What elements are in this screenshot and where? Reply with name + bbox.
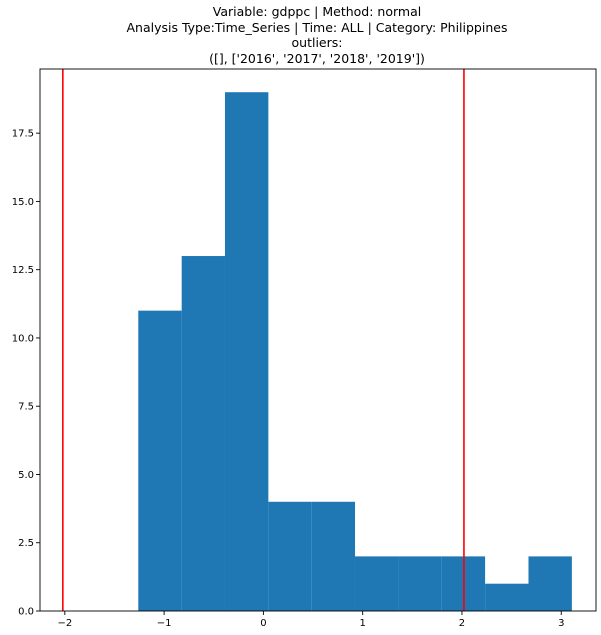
y-tick-label-2: 2.5 <box>18 538 34 549</box>
plot-frame <box>39 68 597 612</box>
histogram-bars <box>138 92 572 612</box>
y-tick-label-8: 17.5 <box>12 129 34 140</box>
histogram-bar-2 <box>181 256 225 611</box>
x-tick-label-1: −2 <box>57 618 72 629</box>
x-tick-label-2: −1 <box>157 618 172 629</box>
histogram-bar-5 <box>311 501 356 611</box>
chart-title: Variable: gdppc | Method: normal Analysi… <box>0 4 601 66</box>
title-line-2: Analysis Type:Time_Series | Time: ALL | … <box>126 19 508 35</box>
title-line-4: ([], ['2016', '2017', '2018', '2019']) <box>209 50 425 66</box>
histogram-bar-7 <box>398 556 442 611</box>
histogram-bar-9 <box>485 583 529 611</box>
y-tick-label-1: 0.0 <box>18 607 34 618</box>
y-tick-label-7: 15.0 <box>12 197 34 208</box>
histogram-bar-6 <box>355 556 399 611</box>
threshold-lines <box>62 69 465 611</box>
x-tick-label-4: 1 <box>359 618 365 629</box>
y-tick-label-4: 7.5 <box>18 402 34 413</box>
x-tick-label-6: 3 <box>558 618 564 629</box>
histogram-bar-4 <box>268 501 312 611</box>
y-tick-label-6: 12.5 <box>12 265 34 276</box>
histogram-bar-10 <box>528 556 572 611</box>
title-line-1: Variable: gdppc | Method: normal <box>212 4 422 19</box>
x-tick-label-5: 2 <box>459 618 465 629</box>
title-line-3: outliers: <box>291 35 343 50</box>
histogram-bar-3 <box>224 92 269 612</box>
x-tick-label-3: 0 <box>260 618 266 629</box>
axes: −2 −1 0 1 2 3 0.0 2.5 5.0 7.5 10.0 12.5 15.0 17.5 <box>12 68 597 629</box>
histogram-bar-1 <box>138 310 182 611</box>
y-tick-label-5: 10.0 <box>12 333 34 344</box>
y-tick-label-3: 5.0 <box>18 470 34 481</box>
